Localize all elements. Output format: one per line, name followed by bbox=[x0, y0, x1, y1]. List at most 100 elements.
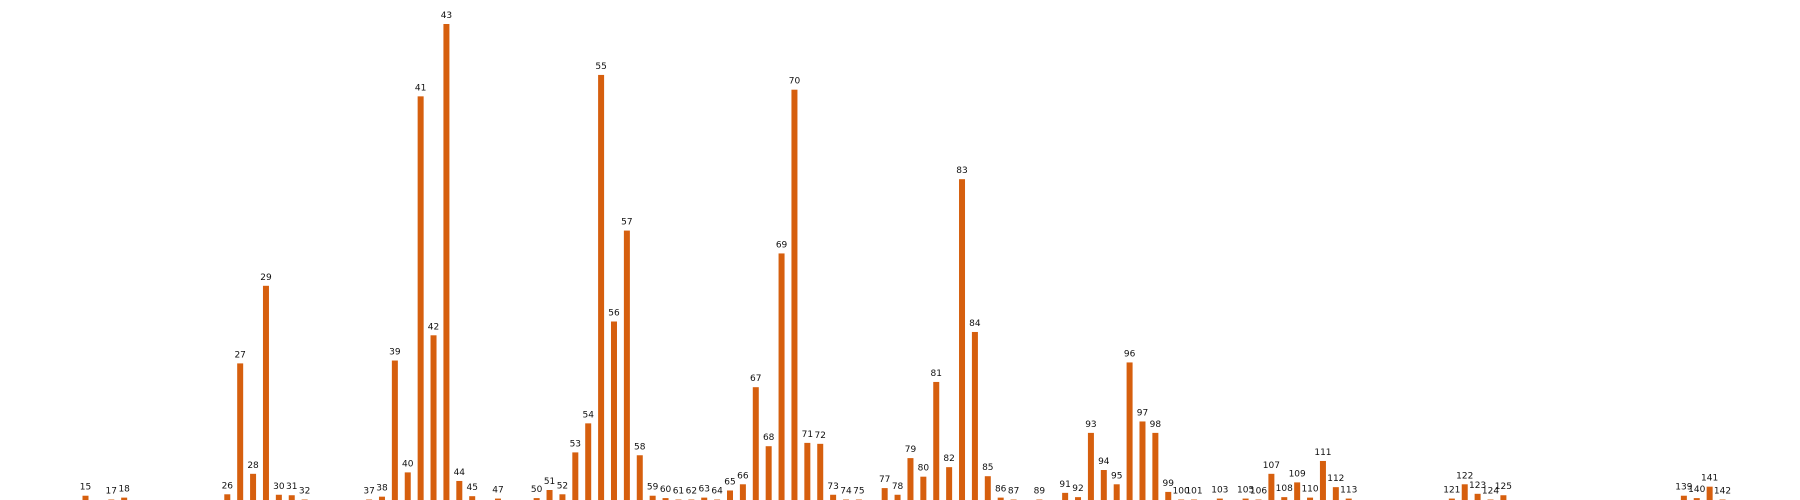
bar-label-86: 86 bbox=[995, 485, 1007, 495]
bar-label-109: 109 bbox=[1289, 469, 1306, 479]
bar-125 bbox=[1500, 495, 1507, 500]
bar-label-44: 44 bbox=[454, 468, 466, 478]
bar-label-68: 68 bbox=[763, 433, 775, 443]
bar-81 bbox=[933, 381, 940, 500]
bar-109 bbox=[1294, 482, 1301, 500]
bar-53 bbox=[572, 452, 579, 500]
bar-label-63: 63 bbox=[698, 485, 709, 495]
bar-label-42: 42 bbox=[428, 322, 439, 332]
bar-15 bbox=[82, 495, 89, 500]
bar-91 bbox=[1062, 492, 1069, 500]
bar-label-100: 100 bbox=[1173, 487, 1190, 497]
bar-52 bbox=[559, 494, 566, 500]
bar-label-98: 98 bbox=[1150, 420, 1162, 430]
bar-label-55: 55 bbox=[595, 62, 606, 72]
bar-42 bbox=[430, 335, 437, 500]
bar-label-62: 62 bbox=[686, 487, 697, 497]
bar-40 bbox=[404, 472, 411, 500]
bar-label-40: 40 bbox=[402, 459, 414, 469]
bar-97 bbox=[1139, 421, 1146, 500]
bar-label-92: 92 bbox=[1072, 484, 1083, 494]
bar-label-93: 93 bbox=[1085, 420, 1096, 430]
bar-label-75: 75 bbox=[853, 487, 864, 497]
bar-label-15: 15 bbox=[80, 483, 91, 493]
bar-label-84: 84 bbox=[969, 319, 981, 329]
bar-label-64: 64 bbox=[711, 487, 723, 497]
bar-label-108: 108 bbox=[1276, 484, 1293, 494]
bar-121 bbox=[1448, 498, 1455, 500]
bar-label-124: 124 bbox=[1482, 487, 1499, 497]
bar-63 bbox=[701, 497, 708, 500]
bar-label-81: 81 bbox=[931, 369, 942, 379]
bar-label-91: 91 bbox=[1059, 480, 1070, 490]
bar-59 bbox=[649, 495, 656, 500]
bar-label-32: 32 bbox=[299, 487, 310, 497]
bar-27 bbox=[237, 363, 244, 500]
bar-72 bbox=[817, 443, 824, 500]
bar-66 bbox=[739, 484, 746, 500]
bar-label-50: 50 bbox=[531, 485, 543, 495]
bar-label-99: 99 bbox=[1163, 479, 1175, 489]
bar-58 bbox=[636, 455, 643, 500]
bar-label-57: 57 bbox=[621, 218, 632, 228]
bar-label-77: 77 bbox=[879, 475, 890, 485]
bar-label-107: 107 bbox=[1263, 461, 1280, 471]
bar-label-26: 26 bbox=[222, 481, 234, 491]
bar-71 bbox=[804, 442, 811, 500]
bar-label-31: 31 bbox=[286, 482, 297, 492]
bar-18 bbox=[121, 497, 128, 500]
bar-70 bbox=[791, 89, 798, 500]
bar-label-39: 39 bbox=[389, 348, 401, 358]
bar-93 bbox=[1087, 432, 1094, 500]
bar-label-97: 97 bbox=[1137, 408, 1148, 418]
bar-label-51: 51 bbox=[544, 477, 555, 487]
bar-86 bbox=[997, 497, 1004, 500]
bar-label-101: 101 bbox=[1185, 487, 1202, 497]
bar-77 bbox=[881, 488, 888, 500]
bar-73 bbox=[830, 494, 837, 500]
bar-label-43: 43 bbox=[441, 11, 452, 21]
bar-label-141: 141 bbox=[1701, 474, 1718, 484]
bar-47 bbox=[494, 498, 501, 500]
bar-103 bbox=[1216, 498, 1223, 500]
bar-29 bbox=[262, 285, 269, 500]
bar-99 bbox=[1165, 491, 1172, 500]
bar-label-61: 61 bbox=[673, 487, 684, 497]
bar-label-140: 140 bbox=[1688, 485, 1705, 495]
bar-label-78: 78 bbox=[892, 482, 904, 492]
bar-94 bbox=[1100, 470, 1107, 500]
bar-108 bbox=[1281, 497, 1288, 500]
bar-label-27: 27 bbox=[234, 350, 245, 360]
bar-26 bbox=[224, 494, 231, 500]
bar-78 bbox=[894, 494, 901, 500]
bar-43 bbox=[443, 24, 450, 500]
bar-label-45: 45 bbox=[466, 483, 477, 493]
bar-65 bbox=[727, 490, 733, 500]
bar-83 bbox=[959, 179, 966, 500]
bar-label-89: 89 bbox=[1034, 487, 1046, 497]
bar-80 bbox=[920, 476, 927, 500]
bar-60 bbox=[662, 498, 669, 500]
bar-79 bbox=[907, 458, 914, 500]
bar-label-53: 53 bbox=[570, 439, 581, 449]
bar-label-66: 66 bbox=[737, 471, 749, 481]
bar-82 bbox=[946, 467, 953, 500]
bar-label-30: 30 bbox=[273, 482, 285, 492]
bar-28 bbox=[250, 473, 257, 500]
bar-141 bbox=[1706, 486, 1713, 500]
bars-group bbox=[82, 24, 1726, 500]
bar-31 bbox=[288, 495, 295, 500]
bar-label-111: 111 bbox=[1314, 448, 1331, 458]
bar-55 bbox=[598, 74, 605, 500]
bar-label-65: 65 bbox=[724, 477, 735, 487]
bar-label-96: 96 bbox=[1124, 349, 1136, 359]
bar-56 bbox=[610, 321, 617, 500]
bar-label-79: 79 bbox=[905, 445, 917, 455]
bar-111 bbox=[1319, 460, 1326, 500]
bar-label-113: 113 bbox=[1340, 486, 1357, 496]
bar-label-18: 18 bbox=[118, 485, 130, 495]
bar-label-67: 67 bbox=[750, 374, 761, 384]
bar-113 bbox=[1345, 498, 1352, 500]
bar-label-87: 87 bbox=[1008, 487, 1019, 497]
